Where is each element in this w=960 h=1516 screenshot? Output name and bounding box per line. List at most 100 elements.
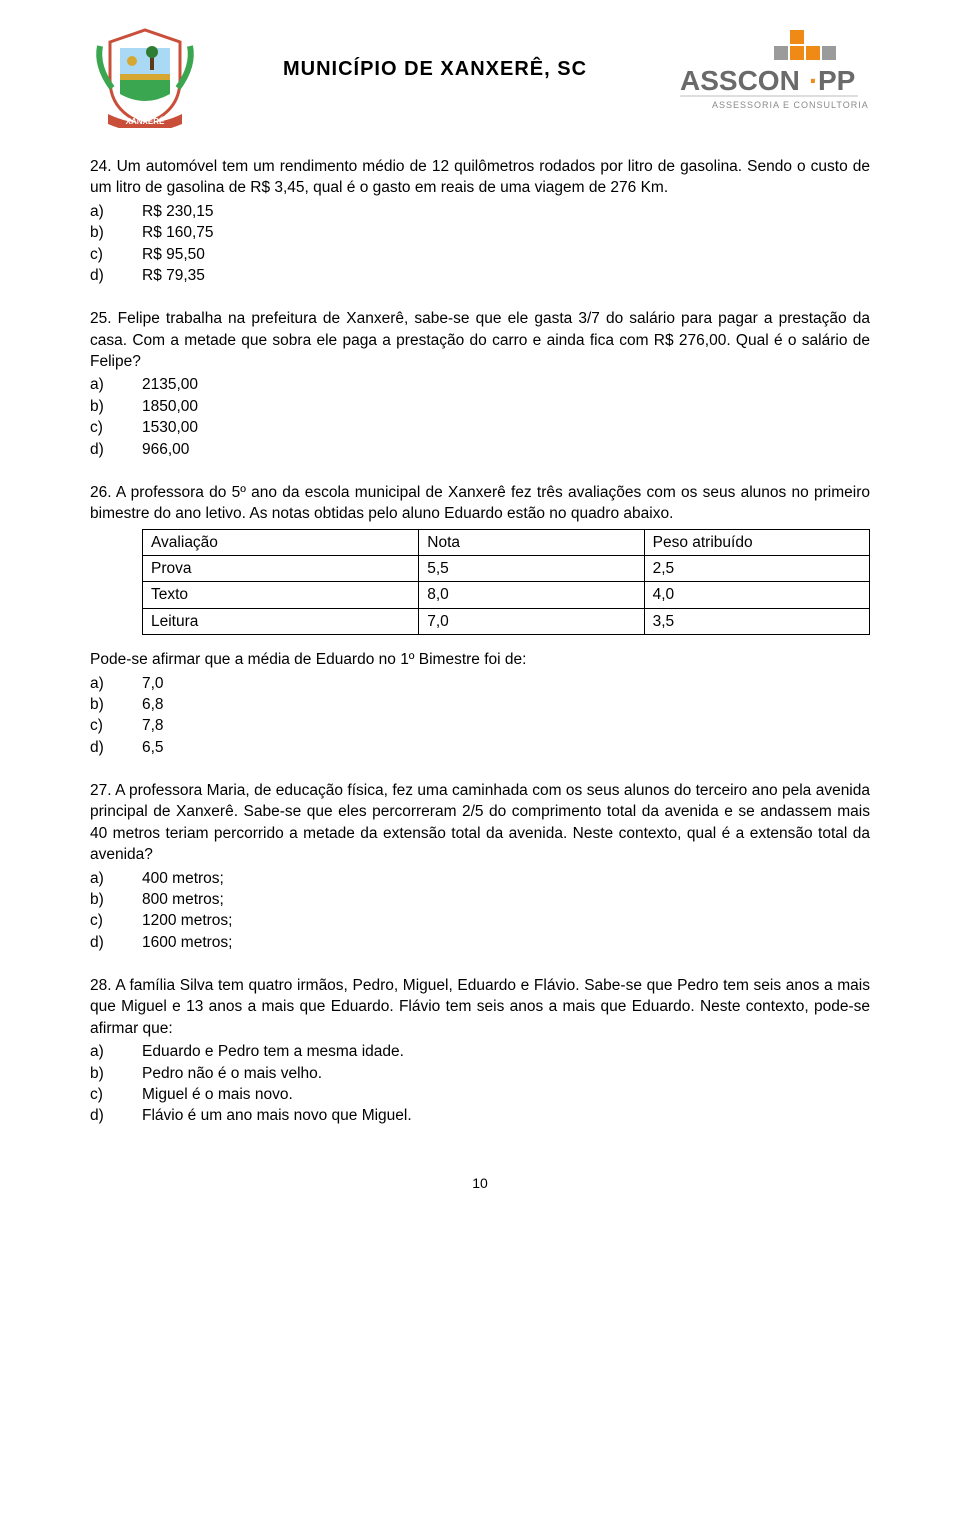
table-cell: 4,0 — [644, 582, 869, 608]
page-title: MUNICÍPIO DE XANXERÊ, SC — [200, 28, 670, 81]
table-cell: Texto — [143, 582, 419, 608]
choice-value: Pedro não é o mais velho. — [142, 1063, 322, 1084]
choice-row: c)1530,00 — [90, 417, 870, 438]
table-cell: 2,5 — [644, 556, 869, 582]
choice-value: R$ 79,35 — [142, 265, 205, 286]
grades-table-wrap: Avaliação Nota Peso atribuído Prova 5,5 … — [142, 529, 870, 636]
question-28: 28. A família Silva tem quatro irmãos, P… — [90, 975, 870, 1127]
table-row: Texto 8,0 4,0 — [143, 582, 870, 608]
choice-value: R$ 95,50 — [142, 244, 205, 265]
question-text: 26. A professora do 5º ano da escola mun… — [90, 482, 870, 525]
choice-row: d)Flávio é um ano mais novo que Miguel. — [90, 1105, 870, 1126]
choice-label: d) — [90, 265, 142, 286]
table-cell: 7,0 — [419, 608, 644, 634]
choice-value: 1850,00 — [142, 396, 198, 417]
choice-row: a)2135,00 — [90, 374, 870, 395]
question-text: 28. A família Silva tem quatro irmãos, P… — [90, 975, 870, 1039]
choice-list: a)7,0 b)6,8 c)7,8 d)6,5 — [90, 673, 870, 759]
choice-label: d) — [90, 932, 142, 953]
choice-list: a)Eduardo e Pedro tem a mesma idade. b)P… — [90, 1041, 870, 1127]
choice-label: d) — [90, 439, 142, 460]
table-row: Prova 5,5 2,5 — [143, 556, 870, 582]
question-followup-text: Pode-se afirmar que a média de Eduardo n… — [90, 649, 870, 670]
choice-row: d)R$ 79,35 — [90, 265, 870, 286]
crest-banner-text: XANXERÊ — [126, 117, 165, 126]
table-header-cell: Peso atribuído — [644, 529, 869, 555]
svg-text:ASSCON: ASSCON — [680, 65, 800, 96]
table-header-cell: Nota — [419, 529, 644, 555]
choice-row: a)400 metros; — [90, 868, 870, 889]
question-25: 25. Felipe trabalha na prefeitura de Xan… — [90, 308, 870, 460]
choice-value: 1600 metros; — [142, 932, 232, 953]
choice-value: R$ 160,75 — [142, 222, 214, 243]
choice-label: a) — [90, 1041, 142, 1062]
choice-row: c)7,8 — [90, 715, 870, 736]
choice-label: b) — [90, 694, 142, 715]
choice-list: a)R$ 230,15 b)R$ 160,75 c)R$ 95,50 d)R$ … — [90, 201, 870, 287]
table-row: Avaliação Nota Peso atribuído — [143, 529, 870, 555]
choice-label: b) — [90, 396, 142, 417]
question-27: 27. A professora Maria, de educação físi… — [90, 780, 870, 953]
table-cell: 3,5 — [644, 608, 869, 634]
choice-value: Eduardo e Pedro tem a mesma idade. — [142, 1041, 404, 1062]
document-page: XANXERÊ MUNICÍPIO DE XANXERÊ, SC ASSCON … — [0, 0, 960, 1231]
choice-value: 800 metros; — [142, 889, 224, 910]
choice-row: b)R$ 160,75 — [90, 222, 870, 243]
choice-row: b)6,8 — [90, 694, 870, 715]
choice-row: a)R$ 230,15 — [90, 201, 870, 222]
municipality-crest: XANXERÊ — [90, 28, 200, 128]
choice-row: c)R$ 95,50 — [90, 244, 870, 265]
choice-row: b)Pedro não é o mais velho. — [90, 1063, 870, 1084]
choice-label: c) — [90, 244, 142, 265]
choice-row: c)Miguel é o mais novo. — [90, 1084, 870, 1105]
choice-label: b) — [90, 1063, 142, 1084]
choice-row: a)Eduardo e Pedro tem a mesma idade. — [90, 1041, 870, 1062]
question-26: 26. A professora do 5º ano da escola mun… — [90, 482, 870, 758]
table-cell: 5,5 — [419, 556, 644, 582]
svg-text:·: · — [809, 65, 818, 96]
choice-label: a) — [90, 374, 142, 395]
choice-label: d) — [90, 1105, 142, 1126]
choice-row: d)1600 metros; — [90, 932, 870, 953]
choice-value: Flávio é um ano mais novo que Miguel. — [142, 1105, 412, 1126]
svg-text:ASSESSORIA E CONSULTORIA: ASSESSORIA E CONSULTORIA — [712, 100, 869, 110]
choice-value: 400 metros; — [142, 868, 224, 889]
choice-row: c)1200 metros; — [90, 910, 870, 931]
question-text: 25. Felipe trabalha na prefeitura de Xan… — [90, 308, 870, 372]
choice-label: c) — [90, 715, 142, 736]
svg-text:PP: PP — [818, 65, 855, 96]
choice-label: c) — [90, 417, 142, 438]
document-header: XANXERÊ MUNICÍPIO DE XANXERÊ, SC ASSCON … — [90, 28, 870, 128]
table-cell: Leitura — [143, 608, 419, 634]
choice-row: b)1850,00 — [90, 396, 870, 417]
choice-label: c) — [90, 1084, 142, 1105]
choice-value: 6,5 — [142, 737, 164, 758]
choice-row: d)6,5 — [90, 737, 870, 758]
choice-value: 7,0 — [142, 673, 164, 694]
choice-row: d)966,00 — [90, 439, 870, 460]
grades-table: Avaliação Nota Peso atribuído Prova 5,5 … — [142, 529, 870, 636]
asscon-logo: ASSCON · PP ASSESSORIA E CONSULTORIA — [670, 28, 870, 118]
choice-value: 2135,00 — [142, 374, 198, 395]
choice-list: a)400 metros; b)800 metros; c)1200 metro… — [90, 868, 870, 954]
table-row: Leitura 7,0 3,5 — [143, 608, 870, 634]
page-number: 10 — [90, 1175, 870, 1191]
question-text: 24. Um automóvel tem um rendimento médio… — [90, 156, 870, 199]
choice-label: b) — [90, 889, 142, 910]
table-cell: Prova — [143, 556, 419, 582]
choice-row: b)800 metros; — [90, 889, 870, 910]
choice-value: 1200 metros; — [142, 910, 232, 931]
choice-label: a) — [90, 673, 142, 694]
choice-list: a)2135,00 b)1850,00 c)1530,00 d)966,00 — [90, 374, 870, 460]
question-24: 24. Um automóvel tem um rendimento médio… — [90, 156, 870, 286]
choice-label: d) — [90, 737, 142, 758]
choice-value: R$ 230,15 — [142, 201, 214, 222]
choice-label: b) — [90, 222, 142, 243]
choice-label: a) — [90, 201, 142, 222]
choice-label: c) — [90, 910, 142, 931]
table-cell: 8,0 — [419, 582, 644, 608]
choice-label: a) — [90, 868, 142, 889]
choice-value: 7,8 — [142, 715, 164, 736]
question-text: 27. A professora Maria, de educação físi… — [90, 780, 870, 866]
choice-value: Miguel é o mais novo. — [142, 1084, 293, 1105]
